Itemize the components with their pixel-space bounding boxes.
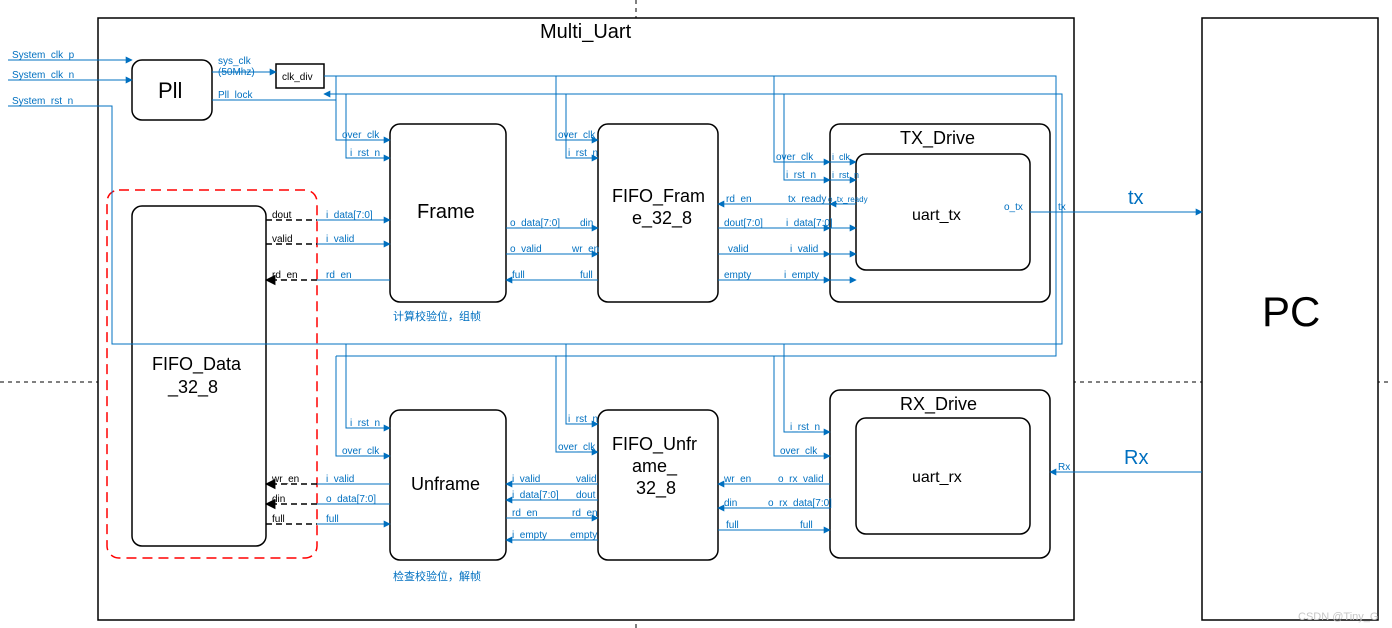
fifo-data-block [132,206,266,546]
lbl-sys-clk-sub: (50Mhz) [218,67,255,78]
lbl-tx-big: tx [1128,187,1144,209]
lbl-frame-ivalid: i_valid [326,234,354,245]
lbl-fuf-overclk: over_clk [558,442,596,453]
lbl-otx: o_tx [1004,202,1023,213]
lbl-rx-irstn: i_rst_n [790,422,820,433]
lbl-ff-din: din [580,218,593,229]
lbl-ff-irstn: i_rst_n [568,148,598,159]
lbl-unf-odata: o_data[7:0] [326,494,376,505]
lbl-frame-idata: i_data[7:0] [326,210,373,221]
lbl-uarttx-irstn: i_rst_n [832,170,859,180]
lbl-frame-over-clk: over_clk [342,130,380,141]
multi-uart-title: Multi_Uart [540,21,632,43]
lbl-dout: dout [272,210,292,221]
fifo-data-label-l2: _32_8 [167,377,218,398]
lbl-system-clk-n: System_clk_n [12,70,74,81]
lbl-unfr-idata: i_data[7:0] [512,490,559,501]
lbl-unfr-ivalid: i_valid [512,474,540,485]
lbl-ff-wren: wr_en [571,244,599,255]
lbl-fuf-irstn: i_rst_n [568,414,598,425]
tx-drive-label: TX_Drive [900,128,975,149]
unframe-caption: 检查校验位，解帧 [393,569,481,583]
uart-rx-label: uart_rx [912,469,962,486]
lbl-uarttx-iclk: i_clk [832,152,851,162]
lbl-tx-iempty: i_empty [784,270,819,281]
lbl-rx-orxdata: o_rx_data[7:0] [768,498,832,509]
lbl-pll-lock: Pll_lock [218,90,253,101]
lbl-ff-empty: empty [724,270,751,281]
lbl-ff-valid: valid [728,244,749,255]
pll-label: Pll [158,78,182,103]
lbl-rx-big: Rx [1124,447,1148,469]
lbl-unf-iempty: i_empty [512,530,547,541]
lbl-unf-irstn: i_rst_n [350,418,380,429]
lbl-tx-rden: rd_en [726,194,752,205]
lbl-tx-irstn: i_rst_n [786,170,816,181]
lbl-system-rst-n: System_rst_n [12,96,73,107]
watermark: CSDN @Tiny_G [1298,611,1378,623]
fifo-unframe-label-l2: ame_ [632,456,678,477]
lbl-rden: rd_en [272,270,298,281]
frame-caption: 计算校验位，组帧 [393,309,481,323]
lbl-ff-dout: dout[7:0] [724,218,763,229]
lbl-tx-idata: i_data[7:0] [786,218,833,229]
lbl-rx-overclk: over_clk [780,446,818,457]
lbl-fuf-rden: rd_en [572,508,598,519]
fifo-data-label-l1: FIFO_Data [152,354,242,375]
lbl-frame-full: full [512,270,525,281]
lbl-system-clk-p: System_clk_p [12,50,75,61]
fifo-frame-label-l2: e_32_8 [632,208,692,229]
lbl-frame-odata: o_data[7:0] [510,218,560,229]
lbl-sys-clk: sys_clk [218,56,252,67]
lbl-frame-ovalid: o_valid [510,244,542,255]
lbl-ff-full-r: full [580,270,593,281]
rx-drive-label: RX_Drive [900,394,977,415]
lbl-tx-over-clk: over_clk [776,152,814,163]
lbl-otxready: o_tx_ready [828,195,868,204]
lbl-din-l: din [272,494,285,505]
uart-tx-label: uart_tx [912,207,961,224]
pc-title: PC [1262,288,1320,335]
lbl-fuf-din: din [724,498,737,509]
lbl-unf-rden: rd_en [512,508,538,519]
lbl-wren-l: wr_en [271,474,299,485]
lbl-unf-overclk: over_clk [342,446,380,457]
frame-label: Frame [417,201,475,223]
lbl-valid: valid [272,234,293,245]
lbl-unf-full: full [326,514,339,525]
lbl-fuf-full: full [726,520,739,531]
fifo-frame-label-l1: FIFO_Fram [612,186,705,207]
fifo-unframe-label-l1: FIFO_Unfr [612,434,697,455]
lbl-rx-orxvalid: o_rx_valid [778,474,824,485]
unframe-label: Unframe [411,474,480,494]
lbl-tx-txready: tx_ready [788,194,826,205]
lbl-tx-small: tx [1058,202,1066,213]
lbl-fuf-valid: valid [576,474,597,485]
fifo-unframe-label-l3: 32_8 [636,478,676,499]
lbl-fuf-dout: dout [576,490,596,501]
lbl-frame-irstn: i_rst_n [350,148,380,159]
lbl-rx-full: full [800,520,813,531]
lbl-frame-rden: rd_en [326,270,352,281]
clk-div-label: clk_div [282,72,313,83]
lbl-unf-ivalid-l: i_valid [326,474,354,485]
lbl-full-l: full [272,514,285,525]
lbl-fuf-empty: empty [570,530,597,541]
lbl-ff-over-clk: over_clk [558,130,596,141]
lbl-fuf-wren: wr_en [723,474,751,485]
lbl-tx-ivalid: i_valid [790,244,818,255]
lbl-rx-small: Rx [1058,462,1070,473]
